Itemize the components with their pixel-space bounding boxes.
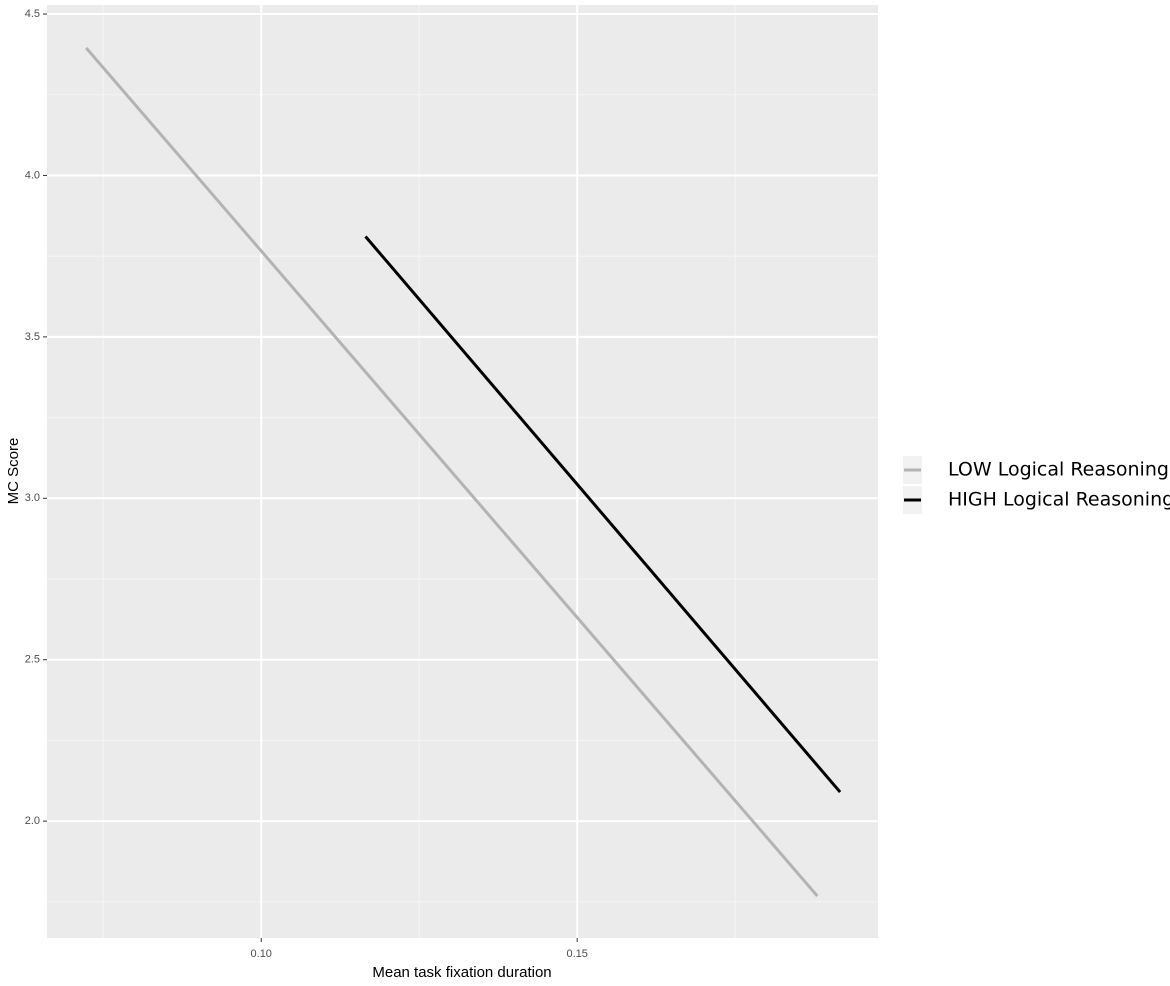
y-tick-label: 3.5 — [25, 331, 40, 343]
x-tick-label: 0.15 — [566, 948, 587, 960]
legend-label: HIGH Logical Reasoning — [948, 489, 1170, 511]
y-tick-label: 4.0 — [25, 169, 40, 181]
marks — [85, 46, 842, 898]
legend: LOW Logical Reasoning HIGH Logical Reason… — [903, 456, 1170, 514]
x-axis-title: Mean task fixation duration — [372, 964, 551, 981]
series-line — [85, 46, 819, 898]
panel-background — [47, 5, 878, 938]
y-tick-label: 2.0 — [25, 815, 40, 827]
y-axis-title: MC Score — [5, 438, 22, 505]
y-tick-label: 3.0 — [25, 492, 40, 504]
y-tick-label: 4.5 — [25, 8, 40, 20]
legend-label: LOW Logical Reasoning — [948, 459, 1169, 481]
grid — [47, 5, 878, 938]
y-tick-label: 2.5 — [25, 654, 40, 666]
series-line — [364, 235, 842, 794]
x-tick-label: 0.10 — [251, 948, 272, 960]
